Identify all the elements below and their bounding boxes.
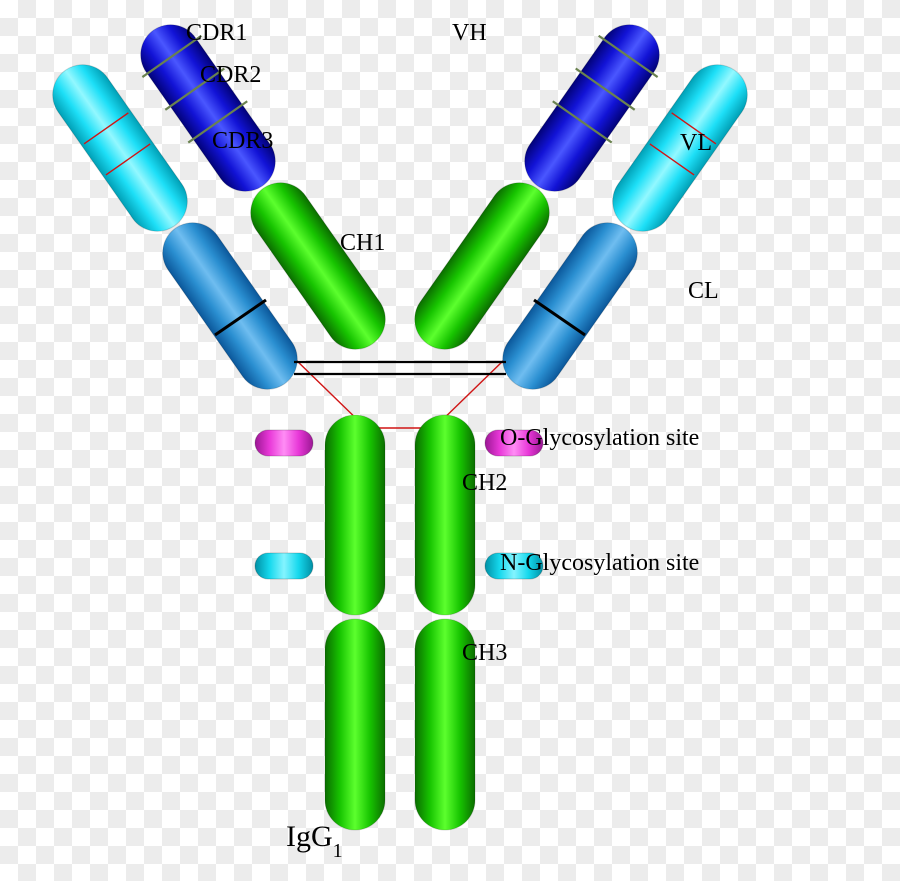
label-cdr2: CDR2 xyxy=(200,62,261,88)
label-ch3: CH3 xyxy=(462,640,507,666)
label-n-glycosylation: N-Glycosylation site xyxy=(500,550,699,576)
label-cdr3: CDR3 xyxy=(212,128,273,154)
o-glyc-tab-left xyxy=(255,430,313,456)
ch2-capsule-left xyxy=(325,415,385,615)
label-ch1: CH1 xyxy=(340,230,385,256)
ch3-capsule-left xyxy=(325,619,385,830)
label-o-glycosylation: O-Glycosylation site xyxy=(500,425,699,451)
label-vh: VH xyxy=(452,20,487,46)
n-glyc-tab-left xyxy=(255,553,313,579)
label-cl: CL xyxy=(688,278,719,304)
ch2-capsule-right xyxy=(415,415,475,615)
label-cdr1: CDR1 xyxy=(186,20,247,46)
label-title: IgG1 xyxy=(286,820,343,862)
label-ch2: CH2 xyxy=(462,470,507,496)
label-vl: VL xyxy=(680,130,712,156)
